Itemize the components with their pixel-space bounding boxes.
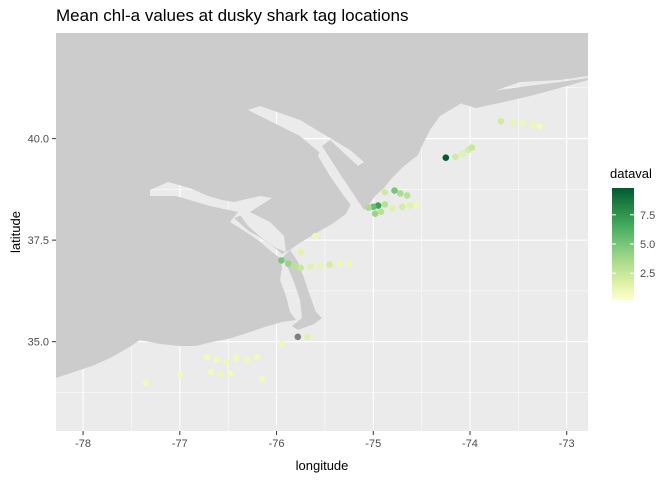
data-points <box>142 117 543 387</box>
data-point <box>213 356 220 364</box>
data-point <box>203 353 211 361</box>
data-point <box>529 121 537 129</box>
legend-tick-label: 7.5 <box>640 210 655 222</box>
y-tick-label: 40.0 <box>28 134 49 146</box>
data-point <box>381 188 389 196</box>
data-point <box>278 340 285 347</box>
legend-tick-label: 2.5 <box>640 268 655 280</box>
land-mass <box>56 33 588 378</box>
legend: 2.5 5.0 7.5 <box>612 188 655 300</box>
data-point <box>307 263 314 270</box>
data-point <box>217 370 224 378</box>
mainland <box>56 33 588 378</box>
y-tick-labels: 35.0 37.5 40.0 <box>28 134 49 349</box>
data-point <box>226 370 234 377</box>
data-point <box>316 262 324 270</box>
data-point <box>497 117 505 125</box>
legend-title: dataval <box>610 166 652 181</box>
y-axis-title: latitude <box>8 211 23 253</box>
x-tick-label: -75 <box>365 438 381 450</box>
data-point <box>278 257 285 264</box>
data-point <box>336 260 343 267</box>
data-point <box>290 263 298 270</box>
data-point <box>397 190 404 197</box>
data-point <box>311 232 319 240</box>
data-point <box>297 249 305 256</box>
data-point <box>377 208 385 215</box>
data-point <box>297 264 305 272</box>
data-point <box>406 202 414 209</box>
legend-colorbar <box>612 188 634 300</box>
data-point <box>142 379 150 387</box>
data-point <box>176 371 184 379</box>
x-tick-label: -78 <box>75 438 91 450</box>
data-point <box>371 210 379 218</box>
axis-ticks <box>52 138 568 435</box>
data-point <box>365 204 372 211</box>
data-point <box>391 187 398 194</box>
data-point <box>381 201 389 208</box>
chesapeake-bay <box>238 212 286 252</box>
x-tick-label: -74 <box>462 438 478 450</box>
data-point <box>345 260 353 267</box>
outer-banks <box>282 250 322 330</box>
data-point <box>413 201 421 208</box>
data-point <box>389 205 396 212</box>
data-point <box>326 261 334 268</box>
y-tick-label: 35.0 <box>28 337 49 349</box>
legend-ticks: 2.5 5.0 7.5 <box>612 210 655 280</box>
delaware-bay <box>318 146 364 212</box>
data-point <box>442 154 450 161</box>
data-point <box>468 144 476 151</box>
data-point <box>452 153 459 161</box>
x-tick-label: -73 <box>559 438 575 450</box>
data-point <box>304 333 311 341</box>
x-axis-title: longitude <box>296 458 349 473</box>
legend-tick-label: 5.0 <box>640 239 655 251</box>
data-point <box>510 119 517 126</box>
data-point <box>244 356 251 364</box>
chart-title: Mean chl-a values at dusky shark tag loc… <box>56 6 409 25</box>
data-point <box>258 375 266 383</box>
x-tick-labels: -78 -77 -76 -75 -74 -73 <box>75 438 575 450</box>
data-point <box>222 358 230 366</box>
data-point <box>398 203 406 211</box>
data-point <box>253 353 261 361</box>
data-point <box>458 150 466 158</box>
x-tick-label: -76 <box>269 438 285 450</box>
data-point <box>536 123 543 130</box>
data-point <box>284 260 292 267</box>
data-point <box>519 119 527 127</box>
y-tick-label: 37.5 <box>28 235 49 247</box>
data-point <box>232 354 240 362</box>
long-island <box>462 78 588 108</box>
data-point <box>403 192 411 199</box>
data-point <box>207 368 215 376</box>
x-tick-label: -77 <box>172 438 188 450</box>
data-point <box>294 333 302 341</box>
